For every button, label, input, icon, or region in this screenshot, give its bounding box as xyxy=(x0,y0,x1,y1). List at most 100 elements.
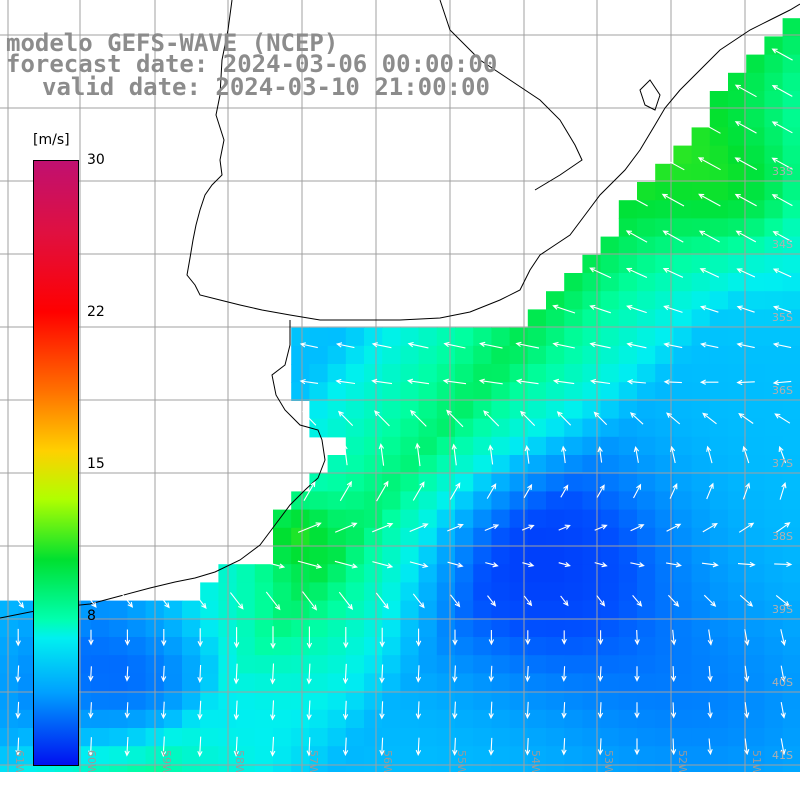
wind-arrow xyxy=(771,157,793,170)
wind-arrow xyxy=(661,193,685,207)
wind-speed-cell xyxy=(782,36,800,56)
wind-arrow xyxy=(270,626,276,650)
wind-speed-cell xyxy=(673,145,693,165)
wind-speed-cell xyxy=(273,564,292,583)
wind-speed-cell xyxy=(600,364,620,383)
wind-speed-cell xyxy=(673,291,693,310)
wind-speed-cell xyxy=(345,691,365,711)
wind-speed-cell xyxy=(746,491,765,511)
wind-speed-cell xyxy=(163,691,183,711)
wind-speed-cell xyxy=(345,364,365,383)
wind-speed-cell xyxy=(673,254,693,274)
wind-arrow xyxy=(515,341,540,349)
wind-speed-cell xyxy=(691,364,711,383)
wind-speed-cell xyxy=(436,582,456,602)
wind-speed-cell xyxy=(782,218,800,238)
wind-arrow xyxy=(335,342,355,349)
wind-speed-cell xyxy=(527,527,547,547)
wind-speed-cell xyxy=(455,382,474,401)
wind-speed-cell xyxy=(309,527,329,547)
wind-speed-cell xyxy=(400,728,420,747)
wind-arrow xyxy=(589,341,611,349)
wind-speed-cell xyxy=(436,546,456,565)
wind-speed-cell xyxy=(418,709,438,729)
wind-speed-cell xyxy=(182,728,201,747)
wind-speed-cell xyxy=(618,673,638,693)
wind-arrow xyxy=(738,522,755,533)
wind-speed-cell xyxy=(691,455,711,474)
wind-speed-cell xyxy=(364,527,383,547)
wind-arrow xyxy=(702,412,717,425)
wind-speed-cell xyxy=(582,473,602,492)
wind-speed-cell xyxy=(600,400,620,420)
wind-speed-cell xyxy=(764,637,784,656)
wind-speed-cell xyxy=(782,455,800,474)
wind-speed-cell xyxy=(527,655,547,674)
wind-speed-cell xyxy=(254,582,274,602)
wind-speed-cell xyxy=(691,764,711,772)
wind-speed-cell xyxy=(436,564,456,583)
latitude-label: 33S xyxy=(772,165,793,178)
wind-arrow xyxy=(699,305,719,313)
wind-arrow xyxy=(697,157,721,171)
wind-speed-cell xyxy=(345,327,365,347)
wind-speed-cell xyxy=(673,455,693,474)
wind-speed-cell xyxy=(527,455,547,474)
wind-speed-cell xyxy=(546,618,565,638)
wind-speed-cell xyxy=(709,218,729,238)
wind-arrow xyxy=(371,522,394,533)
wind-speed-cell xyxy=(54,764,74,772)
colorbar-unit-label: [m/s] xyxy=(33,132,70,148)
wind-speed-cell xyxy=(473,491,492,511)
wind-speed-cell xyxy=(182,637,201,656)
longitude-label: 57W xyxy=(307,750,320,772)
wind-speed-cell xyxy=(345,709,365,729)
wind-arrow xyxy=(488,701,494,720)
wind-speed-cell xyxy=(491,527,511,547)
wind-arrow xyxy=(376,480,389,502)
wind-speed-cell xyxy=(655,364,674,383)
wind-arrow xyxy=(771,84,793,97)
wind-speed-cell xyxy=(400,455,420,474)
wind-speed-cell xyxy=(254,746,274,765)
wind-speed-cell xyxy=(782,618,800,638)
wind-arrow xyxy=(561,666,567,682)
wind-speed-cell xyxy=(618,200,638,219)
wind-speed-cell xyxy=(673,236,693,256)
wind-arrow xyxy=(374,410,390,427)
wind-speed-cell xyxy=(564,600,583,620)
wind-arrow xyxy=(589,267,612,279)
wind-speed-cell xyxy=(364,564,383,583)
valid-date: valid date: 2024-03-10 21:00:00 xyxy=(42,73,490,101)
wind-arrow xyxy=(699,379,719,385)
wind-speed-cell xyxy=(436,364,456,383)
longitude-label: 60W xyxy=(85,750,98,772)
wind-arrow xyxy=(737,561,756,568)
wind-speed-cell xyxy=(637,254,656,274)
wind-speed-cell xyxy=(418,691,438,711)
wind-speed-cell xyxy=(327,637,347,656)
wind-speed-cell xyxy=(236,709,256,729)
wind-arrow xyxy=(561,702,567,719)
wind-speed-cell xyxy=(18,618,37,638)
wind-speed-cell xyxy=(764,728,784,747)
wind-speed-cell xyxy=(527,728,547,747)
wind-arrow xyxy=(306,663,312,685)
wind-speed-cell xyxy=(473,382,492,401)
wind-arrow xyxy=(415,665,422,683)
wind-speed-cell xyxy=(309,618,329,638)
latitude-label: 36S xyxy=(772,384,793,397)
wind-arrow xyxy=(88,737,94,757)
wind-speed-cell xyxy=(345,527,365,547)
wind-arrow xyxy=(594,562,608,568)
wind-speed-cell xyxy=(709,564,729,583)
wind-arrow xyxy=(297,522,322,533)
longitude-label: 53W xyxy=(602,750,615,772)
wind-speed-cell xyxy=(691,709,711,729)
wind-speed-cell xyxy=(309,600,329,620)
wind-speed-cell xyxy=(618,254,638,274)
wind-speed-cell xyxy=(709,746,729,765)
wind-speed-cell xyxy=(782,54,800,74)
wind-speed-cell xyxy=(509,546,529,565)
wind-speed-cell xyxy=(764,145,784,165)
